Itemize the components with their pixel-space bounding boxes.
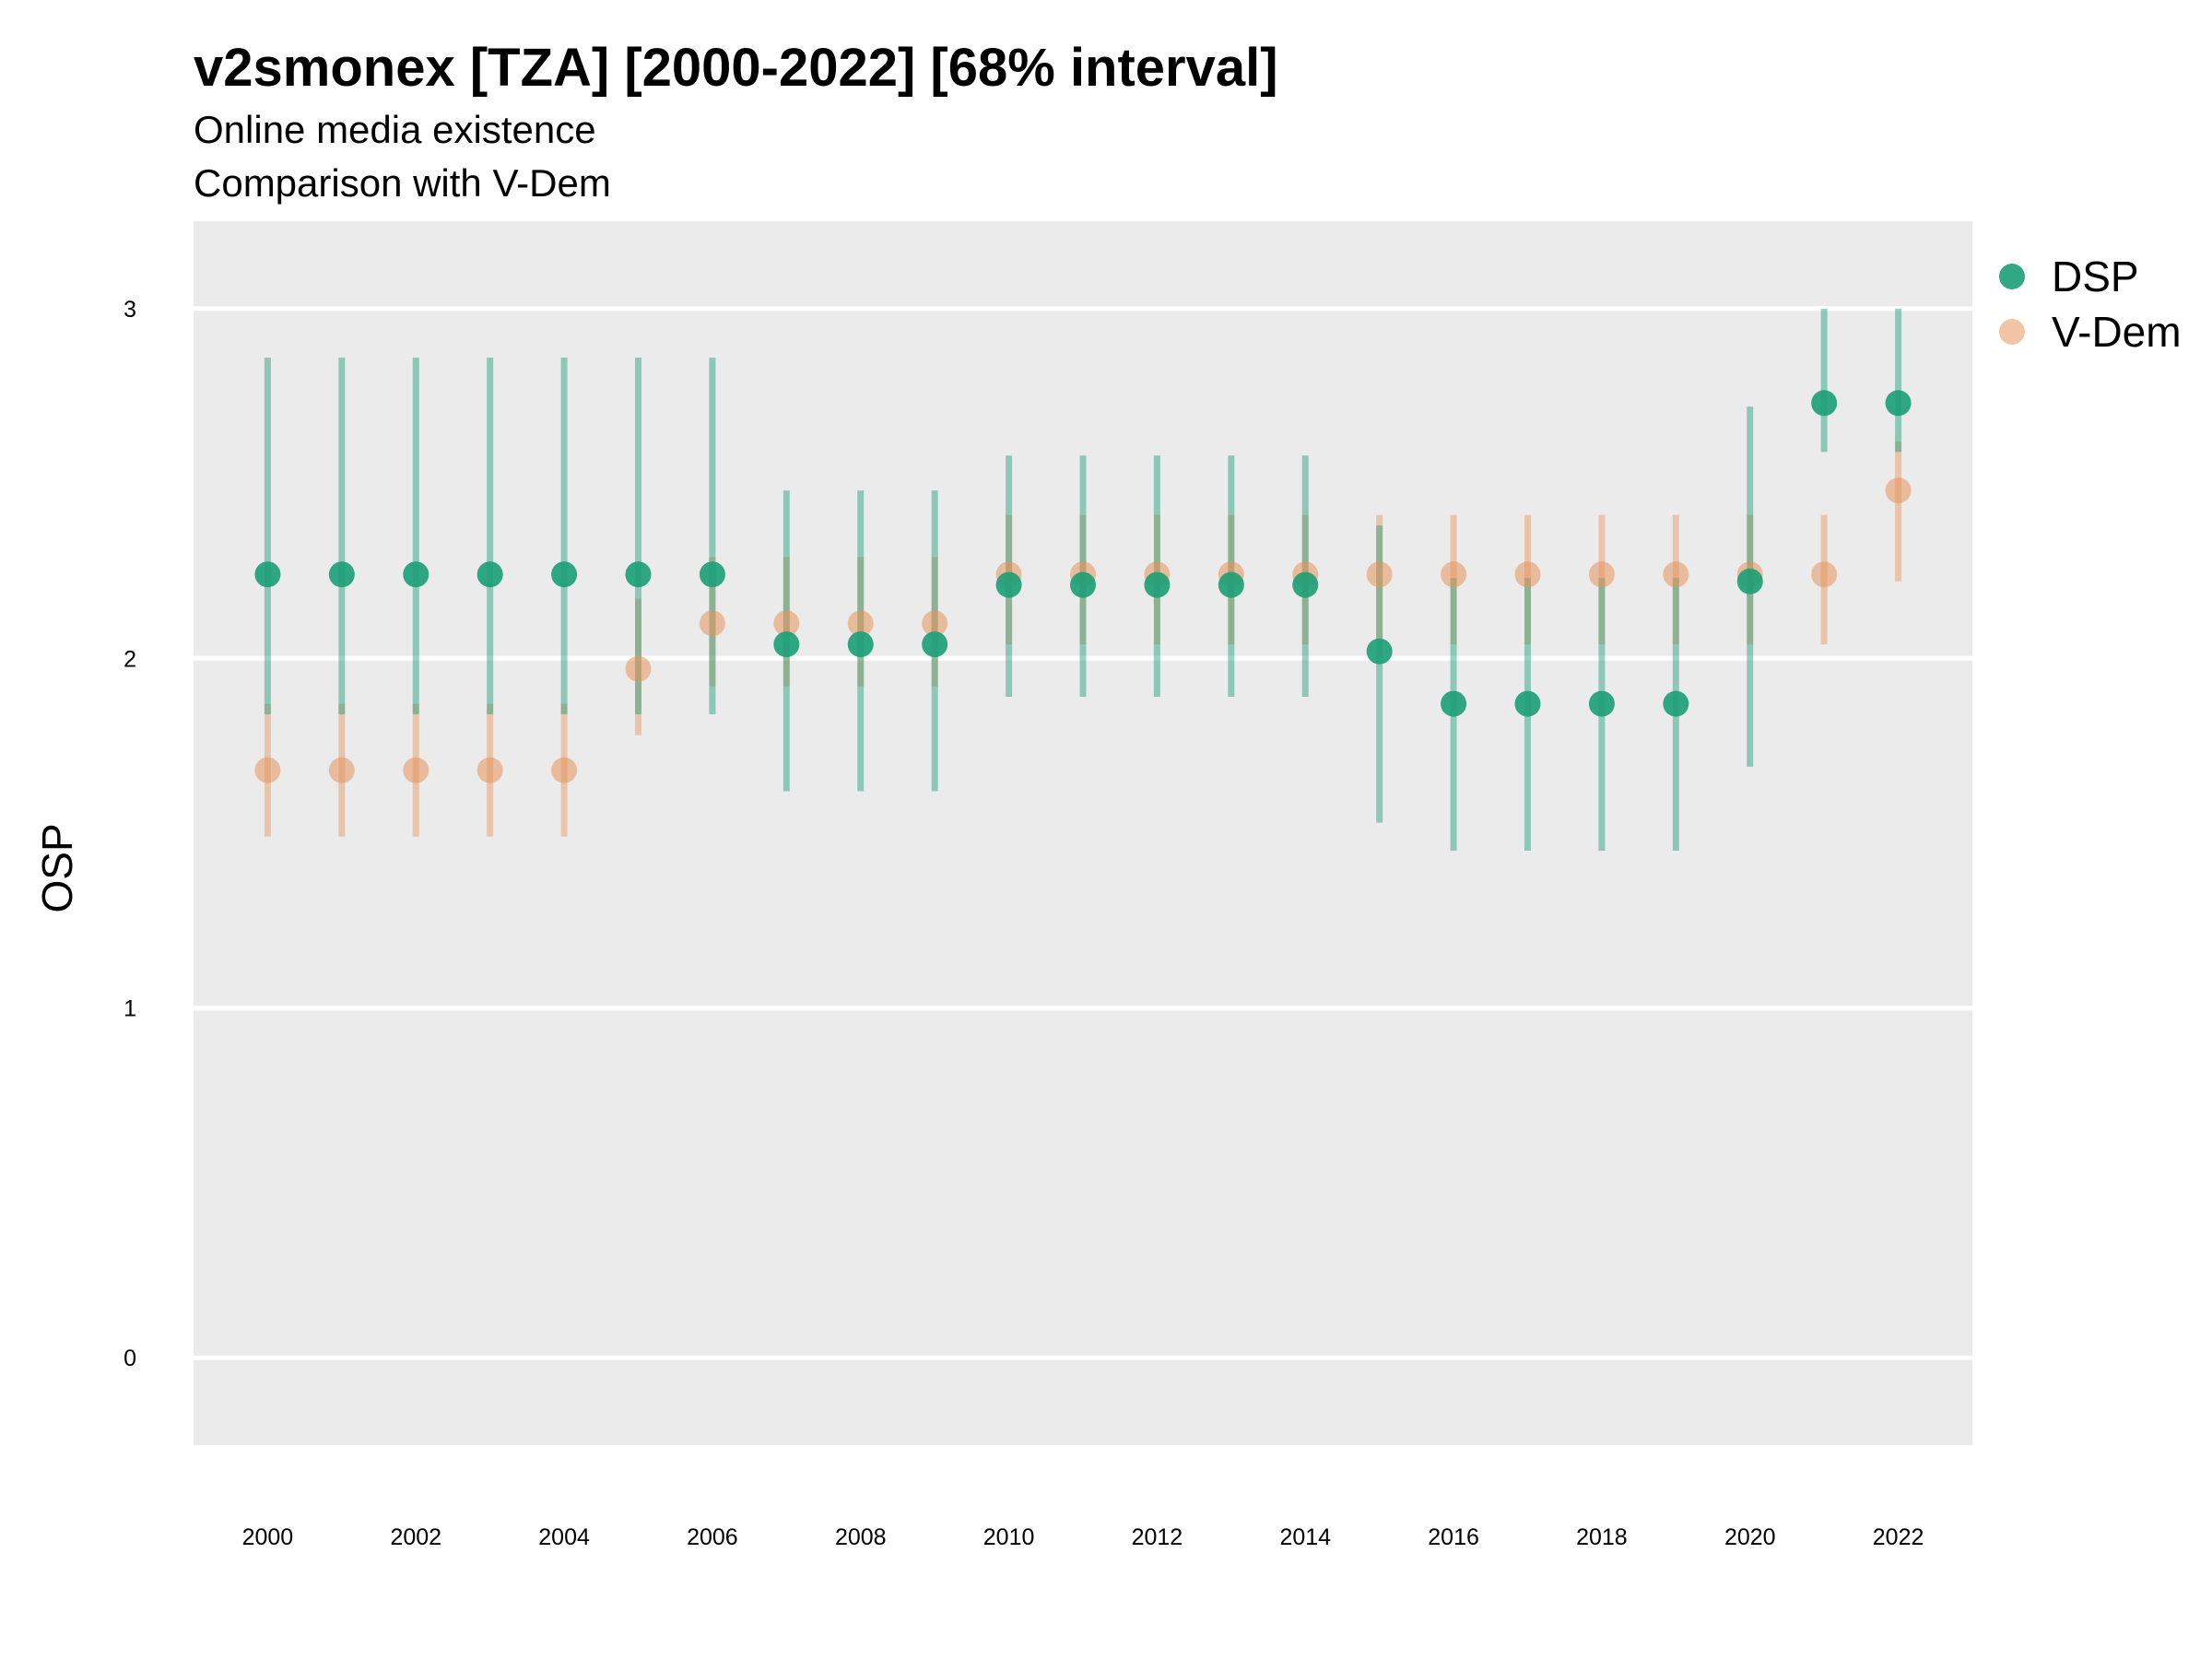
point-dsp-2022 (1885, 390, 1912, 417)
point-v-dem-2006 (699, 610, 725, 637)
point-v-dem-2005 (625, 655, 652, 682)
chart-subtitle-line-1: Online media existence (194, 108, 596, 151)
legend-marker-dsp (1999, 264, 2025, 289)
x-tick-label-2020: 2020 (1724, 1524, 1776, 1550)
point-v-dem-2019 (1663, 561, 1689, 588)
point-v-dem-2015 (1366, 561, 1393, 588)
x-tick-label-2008: 2008 (835, 1524, 887, 1550)
point-dsp-2000 (254, 561, 281, 588)
point-v-dem-2007 (773, 610, 800, 637)
point-v-dem-2018 (1588, 561, 1615, 588)
x-tick-label-2000: 2000 (242, 1524, 294, 1550)
point-v-dem-2002 (403, 757, 429, 783)
y-tick-label-2: 2 (124, 646, 136, 672)
point-dsp-2004 (551, 561, 578, 588)
point-v-dem-2009 (922, 610, 948, 637)
point-dsp-2002 (403, 561, 429, 588)
x-tick-label-2016: 2016 (1428, 1524, 1479, 1550)
y-axis-title: OSP (33, 823, 81, 912)
point-dsp-2013 (1218, 571, 1244, 598)
point-dsp-2012 (1144, 571, 1171, 598)
point-dsp-2008 (847, 631, 874, 658)
point-v-dem-2017 (1514, 561, 1541, 588)
point-dsp-2019 (1663, 690, 1689, 717)
point-dsp-2001 (328, 561, 355, 588)
point-v-dem-2008 (847, 610, 874, 637)
y-tick-label-0: 0 (124, 1346, 136, 1371)
x-tick-label-2010: 2010 (983, 1524, 1035, 1550)
y-axis-ticks: 0 1 2 3 (124, 297, 136, 1371)
point-v-dem-2021 (1811, 561, 1838, 588)
point-dsp-2017 (1514, 690, 1541, 717)
point-dsp-2016 (1441, 690, 1467, 717)
point-dsp-2005 (625, 561, 652, 588)
x-tick-label-2002: 2002 (390, 1524, 441, 1550)
chart-title: v2smonex [TZA] [2000-2022] [68% interval… (194, 38, 1278, 98)
x-tick-label-2022: 2022 (1873, 1524, 1924, 1550)
data-points (254, 390, 1912, 783)
point-dsp-2018 (1588, 690, 1615, 717)
x-tick-label-2014: 2014 (1279, 1524, 1331, 1550)
point-v-dem-2003 (477, 757, 503, 783)
point-dsp-2020 (1736, 568, 1763, 594)
x-tick-label-2018: 2018 (1576, 1524, 1628, 1550)
point-dsp-2009 (922, 631, 948, 658)
legend-label-v-dem: V-Dem (2052, 308, 2182, 356)
x-tick-label-2004: 2004 (538, 1524, 590, 1550)
point-v-dem-2000 (254, 757, 281, 783)
point-dsp-2006 (699, 561, 725, 588)
legend: DSP V-Dem (1999, 253, 2182, 356)
x-tick-label-2006: 2006 (687, 1524, 738, 1550)
x-axis-ticks: 2000 2002 2004 2006 2008 2010 2012 2014 2016 2018… (242, 1524, 1924, 1550)
y-tick-label-1: 1 (124, 996, 136, 1022)
plot-panel (194, 221, 1972, 1445)
point-v-dem-2022 (1885, 477, 1912, 504)
point-dsp-2010 (995, 571, 1022, 598)
legend-label-dsp: DSP (2052, 253, 2139, 300)
point-dsp-2003 (477, 561, 503, 588)
point-dsp-2015 (1366, 638, 1393, 665)
x-tick-label-2012: 2012 (1132, 1524, 1183, 1550)
legend-marker-v-dem (1999, 319, 2025, 345)
y-tick-label-3: 3 (124, 297, 136, 323)
point-v-dem-2004 (551, 757, 578, 783)
point-v-dem-2016 (1441, 561, 1467, 588)
point-v-dem-2001 (328, 757, 355, 783)
point-dsp-2014 (1292, 571, 1319, 598)
point-dsp-2021 (1811, 390, 1838, 417)
point-dsp-2011 (1070, 571, 1096, 598)
grid-lines (194, 306, 1972, 1360)
chart-subtitle-line-2: Comparison with V-Dem (194, 161, 611, 205)
point-dsp-2007 (773, 631, 800, 658)
